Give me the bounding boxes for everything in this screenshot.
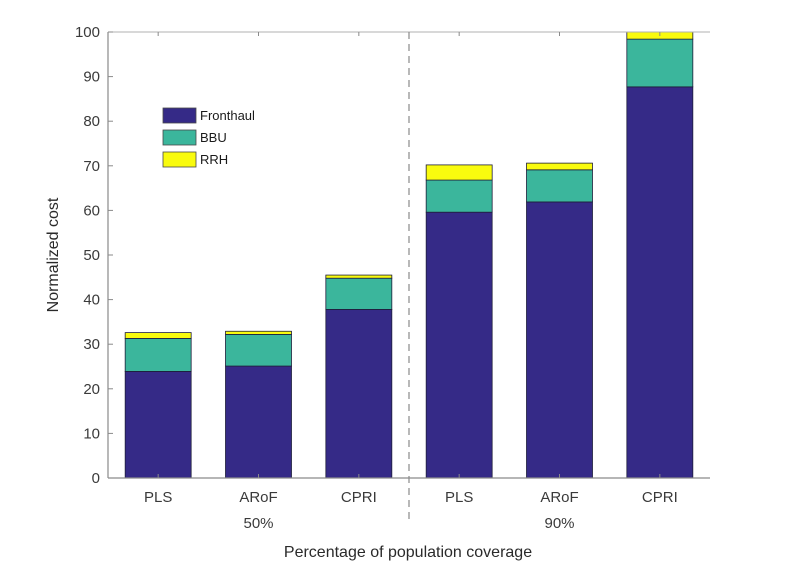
bar-stack [325,274,393,479]
bar-segment-bbu [325,277,393,310]
bar-segment-fronthaul [626,86,694,479]
x-tick-label: PLS [144,489,172,506]
bar-segment-rrh [225,330,292,335]
legend-swatch-rrh [162,151,197,168]
bar-stack [425,164,493,479]
bar-segment-fronthaul [325,309,393,479]
y-tick-label: 80 [83,113,100,130]
bar-stack [225,330,292,479]
x-tick-label: CPRI [341,489,377,506]
bar-segment-bbu [425,179,493,213]
y-tick-label: 90 [83,69,100,86]
y-axis-ticks: 0 10 20 30 40 50 60 70 80 90 100 [75,24,113,487]
y-tick-label: 40 [83,292,100,309]
legend-label: RRH [200,152,228,167]
y-tick-label: 50 [83,247,100,264]
y-tick-label: 100 [75,24,100,41]
bar-segment-rrh [425,164,493,181]
x-tick-label: ARoF [540,489,578,506]
bar-segment-fronthaul [124,371,192,479]
bar-segment-bbu [225,333,292,367]
x-axis-ticks: PLS ARoF CPRI PLS ARoF CPRI [144,489,678,506]
y-tick-label: 70 [83,158,100,175]
group-label: 50% [243,515,273,532]
y-tick-label: 0 [92,470,100,487]
bar-segment-bbu [526,169,593,203]
bar-stack [526,162,593,479]
bar-stack [124,332,192,479]
bar-segment-bbu [626,38,694,88]
bar-segment-fronthaul [225,365,292,479]
x-tick-label: ARoF [239,489,277,506]
bars [124,31,694,479]
group-labels: 50% 90% [243,515,574,532]
bar-segment-rrh [325,274,393,279]
x-axis-label: Percentage of population coverage [284,544,532,561]
bar-segment-fronthaul [425,211,493,479]
legend-swatch-fronthaul [162,107,197,124]
y-tick-label: 10 [83,425,100,442]
x-tick-label: CPRI [642,489,678,506]
bar-segment-fronthaul [526,201,593,479]
y-tick-label: 60 [83,202,100,219]
bar-segment-rrh [124,332,192,339]
legend-swatch-bbu [162,129,197,146]
axes [107,31,710,523]
legend-label: BBU [200,130,227,145]
legend: Fronthaul BBU RRH [162,107,255,168]
bar-segment-bbu [124,338,192,372]
y-tick-label: 30 [83,336,100,353]
group-label: 90% [544,515,574,532]
legend-label: Fronthaul [200,108,255,123]
y-tick-label: 20 [83,381,100,398]
x-tick-label: PLS [445,489,473,506]
bar-segment-rrh [526,162,593,171]
bar-stack [626,31,694,479]
y-axis-label: Normalized cost [45,197,62,312]
